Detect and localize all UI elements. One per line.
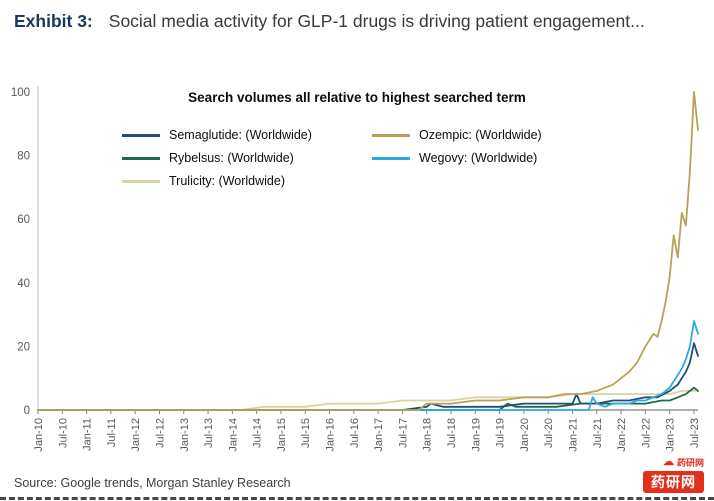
x-axis-labels: Jan-10 Jul-10 Jan-11 Jul-11 Jan-12 Jul-12 Jan-…: [33, 410, 701, 452]
chart-area: 0 20 40 60 80 100 Jan-10 Jul-10 Jan-11 Jul-11 Jan-…: [8, 78, 706, 470]
svg-text:Jan-15: Jan-15: [276, 418, 288, 452]
chart-title: Search volumes all relative to highest s…: [188, 90, 526, 105]
svg-text:Jan-23: Jan-23: [665, 418, 677, 452]
svg-text:Jul-12: Jul-12: [154, 418, 166, 448]
svg-text:80: 80: [17, 151, 30, 163]
source-note: Source: Google trends, Morgan Stanley Re…: [14, 476, 291, 490]
svg-text:Jul-20: Jul-20: [543, 418, 555, 448]
svg-text:Jul-15: Jul-15: [300, 418, 312, 448]
legend-line-swatch: [122, 179, 160, 183]
svg-text:100: 100: [11, 87, 30, 99]
legend-line-swatch: [122, 156, 160, 160]
series-line-semaglutide: [37, 342, 699, 411]
svg-text:Jan-11: Jan-11: [82, 418, 94, 451]
svg-text:Jul-16: Jul-16: [349, 418, 361, 448]
legend-line-swatch: [372, 133, 410, 137]
legend-item-ozempic: Ozempic: (Worldwide): [372, 128, 592, 142]
svg-text:Jan-18: Jan-18: [422, 418, 434, 452]
legend-line-swatch: [372, 156, 410, 160]
cloud-icon: ☁: [662, 455, 674, 468]
series-line-ozempic: [37, 91, 699, 411]
svg-text:Jan-10: Jan-10: [33, 418, 45, 452]
svg-text:Jan-22: Jan-22: [616, 418, 628, 452]
bottom-dashed-divider: [0, 497, 714, 500]
watermark: ☁ 药研网 药研网: [643, 456, 704, 493]
svg-text:Jan-16: Jan-16: [325, 418, 337, 452]
svg-text:Jul-18: Jul-18: [446, 418, 458, 448]
watermark-brand-row: ☁ 药研网: [663, 456, 704, 469]
svg-text:Jul-14: Jul-14: [252, 418, 264, 448]
series-line-trulicity: [37, 389, 699, 411]
y-axis-labels: 0 20 40 60 80 100: [11, 87, 30, 417]
legend-line-swatch: [122, 133, 160, 137]
svg-text:40: 40: [17, 278, 30, 290]
legend-label: Semaglutide: (Worldwide): [169, 128, 312, 142]
svg-text:20: 20: [17, 341, 30, 353]
svg-text:Jan-21: Jan-21: [567, 418, 579, 452]
svg-text:Jul-19: Jul-19: [495, 418, 507, 448]
legend-label: Ozempic: (Worldwide): [419, 128, 542, 142]
svg-text:Jan-20: Jan-20: [519, 418, 531, 452]
legend-item-wegovy: Wegovy: (Worldwide): [372, 151, 592, 165]
svg-text:Jan-12: Jan-12: [130, 418, 142, 452]
svg-text:0: 0: [24, 405, 30, 417]
svg-text:Jul-17: Jul-17: [397, 418, 409, 448]
legend-label: Rybelsus: (Worldwide): [169, 151, 294, 165]
series-line-rybelsus: [37, 386, 699, 411]
svg-text:Jul-10: Jul-10: [57, 418, 69, 448]
svg-text:Jul-22: Jul-22: [640, 418, 652, 448]
legend-item-rybelsus: Rybelsus: (Worldwide): [122, 151, 372, 165]
svg-text:Jul-21: Jul-21: [592, 418, 604, 448]
legend-item-trulicity: Trulicity: (Worldwide): [122, 174, 372, 188]
series-line-wegovy: [37, 320, 699, 411]
chart-legend: Semaglutide: (Worldwide) Ozempic: (World…: [8, 128, 706, 188]
svg-text:Jan-17: Jan-17: [373, 418, 385, 452]
svg-text:Jul-13: Jul-13: [203, 418, 215, 448]
svg-text:Jan-13: Jan-13: [179, 418, 191, 452]
exhibit-title: Social media activity for GLP-1 drugs is…: [108, 11, 645, 31]
svg-text:Jan-19: Jan-19: [470, 418, 482, 452]
svg-text:Jul-11: Jul-11: [106, 418, 118, 447]
watermark-brand-text: 药研网: [676, 457, 704, 468]
svg-text:Jan-14: Jan-14: [227, 418, 239, 452]
svg-text:60: 60: [17, 214, 30, 226]
exhibit-number: Exhibit 3:: [14, 11, 93, 31]
svg-text:Jul-23: Jul-23: [689, 418, 701, 448]
legend-label: Wegovy: (Worldwide): [419, 151, 538, 165]
watermark-badge: 药研网: [643, 470, 704, 493]
legend-item-semaglutide: Semaglutide: (Worldwide): [122, 128, 372, 142]
exhibit-header: Exhibit 3: Social media activity for GLP-…: [14, 8, 674, 35]
legend-label: Trulicity: (Worldwide): [169, 174, 285, 188]
